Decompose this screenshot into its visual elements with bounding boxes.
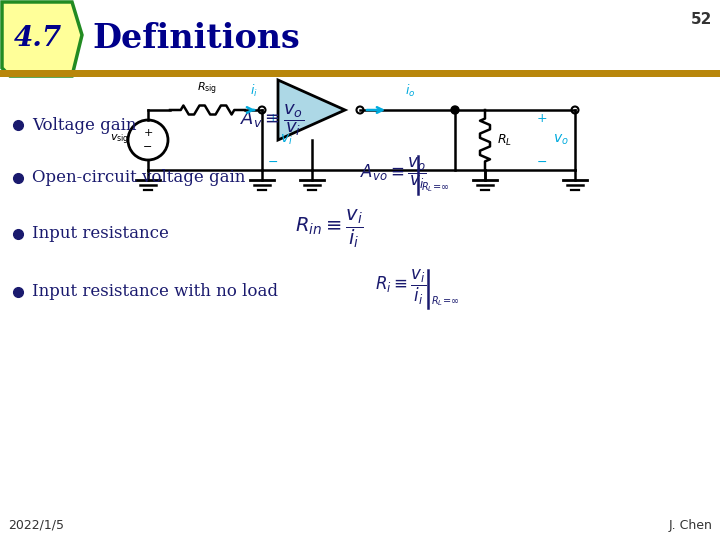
Text: +: + xyxy=(143,128,153,138)
Text: Voltage gain: Voltage gain xyxy=(32,117,137,133)
Text: Input resistance with no load: Input resistance with no load xyxy=(32,284,278,300)
Text: +: + xyxy=(537,111,548,125)
Text: $R_L$: $R_L$ xyxy=(497,132,512,147)
Text: −: − xyxy=(537,156,547,168)
Text: $v_o$: $v_o$ xyxy=(553,133,569,147)
Text: $R_L\!=\!\infty$: $R_L\!=\!\infty$ xyxy=(431,294,459,308)
Text: $R_{in} \equiv \dfrac{v_i}{i_i}$: $R_{in} \equiv \dfrac{v_i}{i_i}$ xyxy=(295,208,364,251)
Polygon shape xyxy=(2,2,82,76)
Text: $R_i \equiv \dfrac{v_i}{i_i}$: $R_i \equiv \dfrac{v_i}{i_i}$ xyxy=(375,267,426,307)
Text: Input resistance: Input resistance xyxy=(32,226,169,242)
Text: 2022/1/5: 2022/1/5 xyxy=(8,519,64,532)
Bar xyxy=(0,70,720,77)
Text: 4.7: 4.7 xyxy=(14,25,62,52)
Text: $R_{\rm sig}$: $R_{\rm sig}$ xyxy=(197,80,217,97)
Polygon shape xyxy=(278,80,345,140)
Text: Definitions: Definitions xyxy=(92,22,300,55)
Text: −: − xyxy=(143,142,153,152)
Text: $A_v \equiv \dfrac{v_o}{v_i}$: $A_v \equiv \dfrac{v_o}{v_i}$ xyxy=(240,102,304,138)
Text: $v_i$: $v_i$ xyxy=(280,133,293,147)
Text: $i_i$: $i_i$ xyxy=(250,83,258,99)
Text: 52: 52 xyxy=(690,12,712,28)
Text: $i_o$: $i_o$ xyxy=(405,83,415,99)
Text: +: + xyxy=(268,111,279,125)
Text: −: − xyxy=(268,156,279,168)
Text: $R_L\!=\!\infty$: $R_L\!=\!\infty$ xyxy=(421,180,450,194)
Text: Open-circuit voltage gain: Open-circuit voltage gain xyxy=(32,170,246,186)
Circle shape xyxy=(451,106,459,114)
Text: $A_{vo} \equiv \dfrac{v_o}{v_i}$: $A_{vo} \equiv \dfrac{v_o}{v_i}$ xyxy=(360,156,427,191)
Text: $v_{\rm sig}$: $v_{\rm sig}$ xyxy=(110,133,130,147)
Text: J. Chen: J. Chen xyxy=(668,519,712,532)
